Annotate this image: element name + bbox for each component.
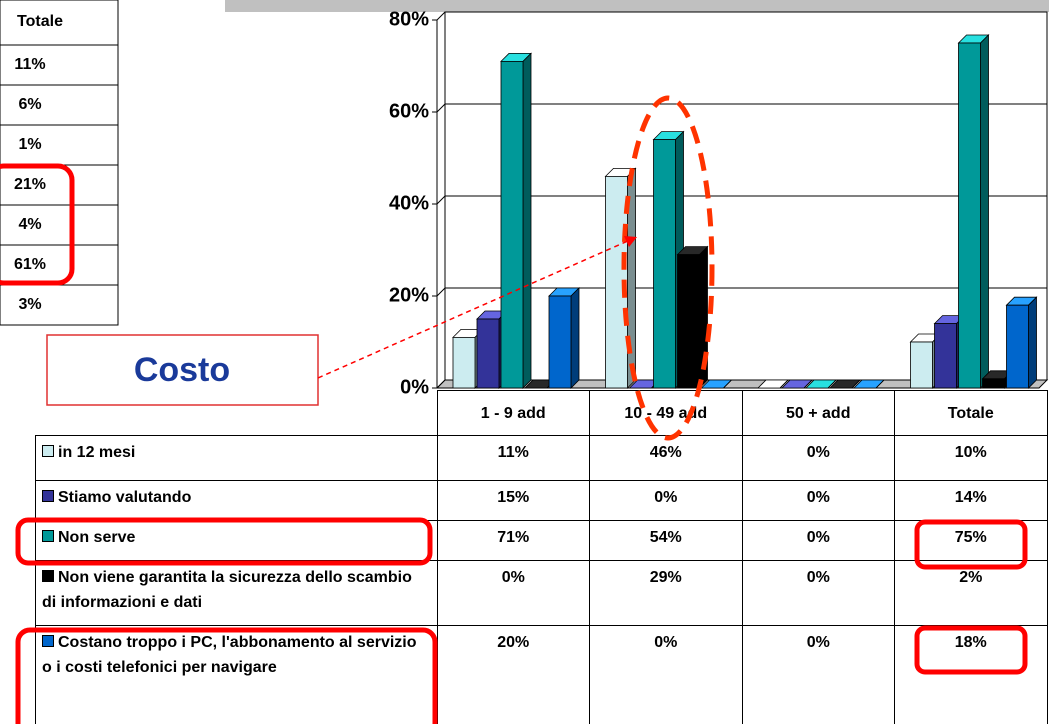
x-tick-label: Totale (894, 390, 1048, 436)
left-table-cell: 4% (18, 216, 41, 233)
legend-cell: Stiamo valutando (35, 480, 438, 521)
value-label: 14% (894, 480, 1048, 521)
legend-cell: Non viene garantita la sicurezza dello s… (35, 560, 438, 626)
value-label: 0% (741, 625, 895, 724)
bar (982, 378, 1005, 389)
legend-label: Non viene garantita la sicurezza dello s… (42, 569, 412, 611)
legend-swatch (42, 530, 54, 542)
bar-side (779, 379, 789, 389)
bar (910, 341, 933, 389)
value-label: 0% (589, 625, 743, 724)
bar-side (827, 379, 837, 389)
bar (548, 295, 572, 389)
legend-swatch (42, 490, 54, 502)
value-label: 10% (894, 435, 1048, 481)
legend-cell: Non serve (35, 520, 438, 561)
legend-label: Non serve (58, 529, 136, 546)
left-table-header: Totale (17, 13, 63, 30)
bar (934, 323, 957, 389)
value-label: 46% (589, 435, 743, 481)
left-table-cell: 61% (14, 256, 46, 273)
grid-line (436, 379, 446, 389)
value-label: 20% (436, 625, 590, 724)
bar-side (875, 379, 885, 389)
bar (1006, 304, 1029, 389)
value-label: 75% (894, 520, 1048, 561)
bar (605, 175, 628, 389)
legend-swatch (42, 570, 54, 582)
value-label: 0% (436, 560, 590, 626)
left-table-cell: 1% (18, 136, 41, 153)
y-tick-label: 20% (389, 284, 429, 306)
value-label: 15% (436, 480, 590, 521)
left-table (0, 0, 119, 326)
value-label: 0% (741, 480, 895, 521)
bar-side (522, 52, 532, 389)
value-label: 0% (589, 480, 743, 521)
legend-cell: Costano troppo i PC, l'abbonamento al se… (35, 625, 438, 724)
bar-side (851, 379, 861, 389)
value-label: 0% (741, 560, 895, 626)
grid-line (436, 195, 446, 205)
bar-side (723, 379, 732, 389)
series-row: Non viene garantita la sicurezza dello s… (35, 560, 1048, 626)
series-row: in 12 mesi 11% 46% 0% 10% (35, 435, 1048, 481)
value-label: 71% (436, 520, 590, 561)
bar-side (980, 34, 989, 389)
bar (653, 139, 676, 389)
grid-line (436, 103, 446, 113)
series-row: Stiamo valutando 15% 0% 0% 14% (35, 480, 1048, 521)
bar-side (803, 379, 813, 389)
x-tick-label: 50 + add (741, 390, 895, 436)
y-tick-label: 80% (389, 8, 429, 30)
series-row: Costano troppo i PC, l'abbonamento al se… (35, 625, 1048, 724)
value-label: 0% (741, 435, 895, 481)
legend-label: Stiamo valutando (58, 489, 192, 506)
value-label: 2% (894, 560, 1048, 626)
data-table: 1 - 9 add 10 - 49 add 50 + add Totale in 12 … (35, 390, 1048, 724)
value-label: 18% (894, 625, 1048, 724)
x-tick-label: 1 - 9 add (436, 390, 590, 436)
bar (677, 254, 700, 389)
left-table-cell: 3% (18, 296, 41, 313)
legend-cell: in 12 mesi (35, 435, 438, 481)
y-tick-label: 60% (389, 100, 429, 122)
value-label: 29% (589, 560, 743, 626)
bar-side (1028, 296, 1037, 389)
left-table-cell: 21% (14, 176, 46, 193)
value-label: 11% (436, 435, 590, 481)
corner-cell (35, 390, 438, 436)
bar (476, 318, 500, 389)
legend-label: in 12 mesi (58, 444, 136, 461)
legend-swatch (42, 445, 54, 457)
legend-swatch (42, 635, 54, 647)
bar (958, 42, 981, 389)
left-table-cell: 6% (18, 96, 41, 113)
bar-side (627, 167, 636, 389)
left-table-cell: 11% (14, 56, 45, 73)
series-row: Non serve 71% 54% 0% 75% (35, 520, 1048, 561)
y-tick-label: 40% (389, 192, 429, 214)
header-row: 1 - 9 add 10 - 49 add 50 + add Totale (35, 390, 1048, 436)
value-label: 54% (589, 520, 743, 561)
grid-line (436, 287, 446, 297)
x-tick-label: 10 - 49 add (589, 390, 743, 436)
value-label: 0% (741, 520, 895, 561)
bar-side (570, 287, 580, 389)
bar (452, 336, 476, 389)
bar (500, 61, 524, 389)
bar-side (699, 245, 708, 389)
top-band (225, 0, 1049, 12)
grid-line (436, 11, 446, 21)
callout: Costo (134, 351, 230, 389)
legend-label: Costano troppo i PC, l'abbonamento al se… (42, 634, 417, 676)
